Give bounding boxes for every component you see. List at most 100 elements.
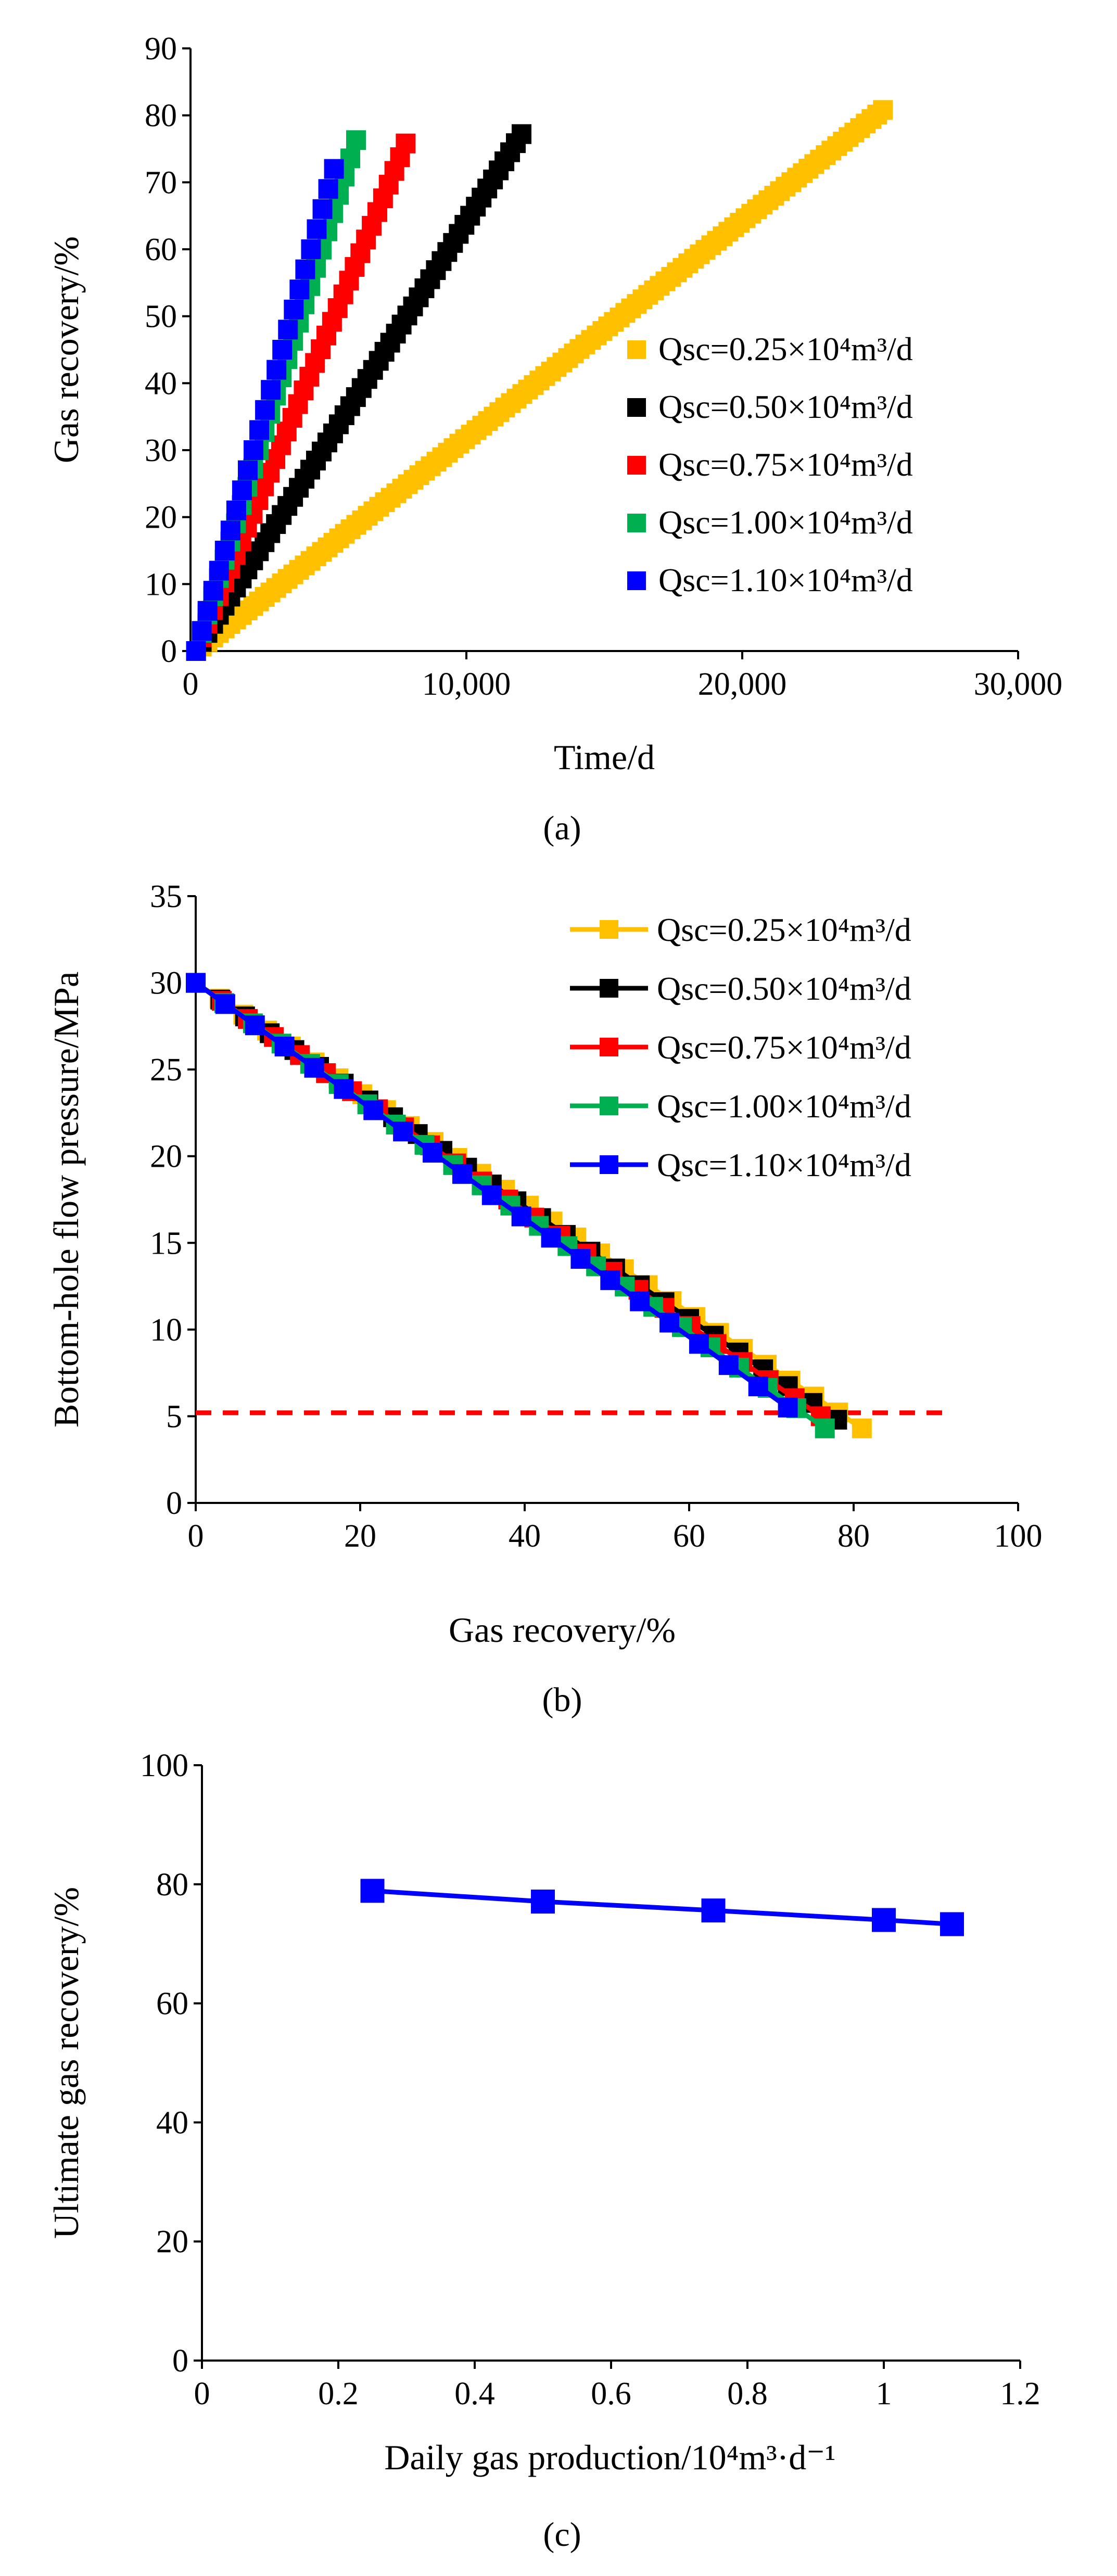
panel-b-series bbox=[186, 973, 872, 1438]
legend-b-marker-2 bbox=[600, 979, 618, 998]
a-y-tick-label: 10 bbox=[145, 567, 177, 602]
a-y-tick-label: 60 bbox=[145, 232, 177, 267]
b-y-tick-label: 20 bbox=[150, 1139, 182, 1175]
panel-a-series-1 bbox=[186, 100, 893, 661]
panel-b-point bbox=[600, 1270, 620, 1290]
panel-b-point bbox=[748, 1376, 768, 1396]
panel-a-point bbox=[209, 560, 229, 581]
panel-b-point bbox=[274, 1037, 295, 1057]
panel-b-point bbox=[363, 1100, 384, 1120]
panel-a-label: (a) bbox=[543, 809, 581, 847]
legend-a-label-5: Qsc=1.10×10⁴m³/d bbox=[658, 562, 913, 598]
panel-a-point bbox=[197, 601, 218, 621]
b-y-tick-label: 35 bbox=[150, 879, 182, 914]
a-y-tick-label: 50 bbox=[145, 299, 177, 335]
panel-b-point bbox=[778, 1397, 798, 1418]
b-y-tick-label: 10 bbox=[150, 1312, 182, 1348]
c-x-tick-label: 0.8 bbox=[727, 2376, 768, 2412]
legend-b-label-3: Qsc=0.75×10⁴m³/d bbox=[657, 1029, 911, 1066]
panel-b-y-ticks: 0 5 10 15 20 25 30 35 bbox=[150, 879, 196, 1521]
panel-c-x-title: Daily gas production/10⁴m³·d⁻¹ bbox=[384, 2438, 835, 2477]
panel-a-series-5 bbox=[186, 159, 344, 661]
b-y-tick-label: 15 bbox=[150, 1226, 182, 1261]
panel-b-point bbox=[452, 1164, 472, 1184]
panel-a-point bbox=[346, 130, 366, 150]
b-x-tick-label: 20 bbox=[344, 1519, 376, 1554]
panel-a-point bbox=[307, 219, 327, 239]
a-y-tick-label: 80 bbox=[145, 98, 177, 134]
panel-b-point bbox=[245, 1015, 265, 1036]
panel-a-point bbox=[244, 440, 264, 460]
panel-c-label: (c) bbox=[543, 2516, 581, 2554]
panel-c-y-ticks: 0 20 40 60 80 100 bbox=[140, 1748, 202, 2379]
panel-b-point bbox=[304, 1057, 324, 1078]
c-x-tick-label: 1.2 bbox=[1000, 2376, 1040, 2412]
panel-a-point bbox=[284, 299, 304, 320]
panel-b-point bbox=[481, 1185, 502, 1205]
panel-b-series-5 bbox=[186, 973, 798, 1418]
legend-a-marker-3 bbox=[627, 456, 646, 475]
panel-c-point bbox=[701, 1898, 726, 1923]
legend-b-marker-5 bbox=[600, 1155, 618, 1174]
panel-a-legend: Qsc=0.25×10⁴m³/d Qsc=0.50×10⁴m³/d Qsc=0.… bbox=[627, 330, 913, 598]
panel-b-point bbox=[718, 1355, 739, 1375]
panel-b-point bbox=[334, 1079, 354, 1099]
panel-b: 0 5 10 15 20 25 30 35 0 20 40 60 80 100 Qsc=0.25×10⁴… bbox=[46, 879, 1043, 1719]
a-y-tick-label: 20 bbox=[145, 500, 177, 535]
panel-b-point bbox=[659, 1312, 680, 1333]
panel-b-x-title: Gas recovery/% bbox=[449, 1610, 676, 1650]
c-x-tick-label: 0.2 bbox=[318, 2376, 359, 2412]
panel-a-point bbox=[312, 199, 333, 219]
panel-c-point bbox=[360, 1879, 385, 1903]
a-y-tick-label: 90 bbox=[145, 31, 177, 67]
panel-b-point bbox=[511, 1206, 531, 1227]
b-x-tick-label: 40 bbox=[509, 1519, 541, 1554]
legend-a-label-3: Qsc=0.75×10⁴m³/d bbox=[658, 446, 913, 483]
panel-a-point bbox=[318, 179, 338, 199]
a-x-tick-label: 0 bbox=[183, 667, 199, 702]
panel-c-point bbox=[872, 1908, 896, 1932]
b-y-tick-label: 30 bbox=[150, 966, 182, 1001]
a-y-tick-label: 0 bbox=[161, 634, 177, 669]
b-x-tick-label: 100 bbox=[994, 1519, 1043, 1554]
panel-b-label: (b) bbox=[542, 1681, 582, 1719]
panel-b-point bbox=[815, 1418, 835, 1438]
panel-a-point bbox=[873, 100, 893, 120]
panel-c-point bbox=[940, 1912, 964, 1936]
a-x-tick-label: 10,000 bbox=[422, 667, 511, 702]
c-y-tick-label: 40 bbox=[156, 2105, 188, 2140]
panel-a-point bbox=[203, 581, 223, 601]
panel-a-point bbox=[396, 133, 416, 154]
b-y-tick-label: 0 bbox=[166, 1486, 182, 1521]
a-y-tick-label: 30 bbox=[145, 433, 177, 468]
panel-b-point bbox=[215, 994, 235, 1014]
panel-c-y-title: Ultimate gas recovery/% bbox=[46, 1887, 86, 2239]
a-x-tick-label: 30,000 bbox=[974, 667, 1063, 702]
panel-a-point bbox=[237, 460, 258, 480]
panel-a-point bbox=[192, 621, 212, 641]
panel-a-point bbox=[289, 279, 310, 300]
panel-a-point bbox=[301, 239, 321, 259]
panel-a-point bbox=[220, 520, 240, 541]
panel-c-point bbox=[531, 1889, 555, 1914]
panel-a-point bbox=[324, 159, 344, 179]
panel-a-point bbox=[512, 124, 531, 144]
panel-b-point bbox=[423, 1143, 443, 1163]
c-x-tick-label: 0.6 bbox=[591, 2376, 631, 2412]
legend-a-marker-2 bbox=[627, 398, 646, 417]
a-y-tick-label: 40 bbox=[145, 366, 177, 401]
b-x-tick-label: 0 bbox=[188, 1519, 204, 1554]
panel-c: 0 20 40 60 80 100 0 0.2 0.4 0.6 0.8 1 1.2 Daily gas… bbox=[46, 1748, 1040, 2554]
legend-b-label-5: Qsc=1.10×10⁴m³/d bbox=[657, 1146, 911, 1183]
panel-a-grid-axes bbox=[189, 48, 1018, 652]
c-x-tick-label: 0 bbox=[194, 2376, 210, 2412]
panel-a-y-ticks: 0 10 20 30 40 50 60 70 80 90 bbox=[145, 31, 191, 669]
legend-b-label-1: Qsc=0.25×10⁴m³/d bbox=[657, 911, 911, 948]
panel-b-point bbox=[541, 1228, 561, 1248]
panel-a-point bbox=[226, 500, 246, 520]
panel-a-y-title: Gas recovery/% bbox=[46, 236, 86, 463]
b-x-tick-label: 80 bbox=[837, 1519, 870, 1554]
